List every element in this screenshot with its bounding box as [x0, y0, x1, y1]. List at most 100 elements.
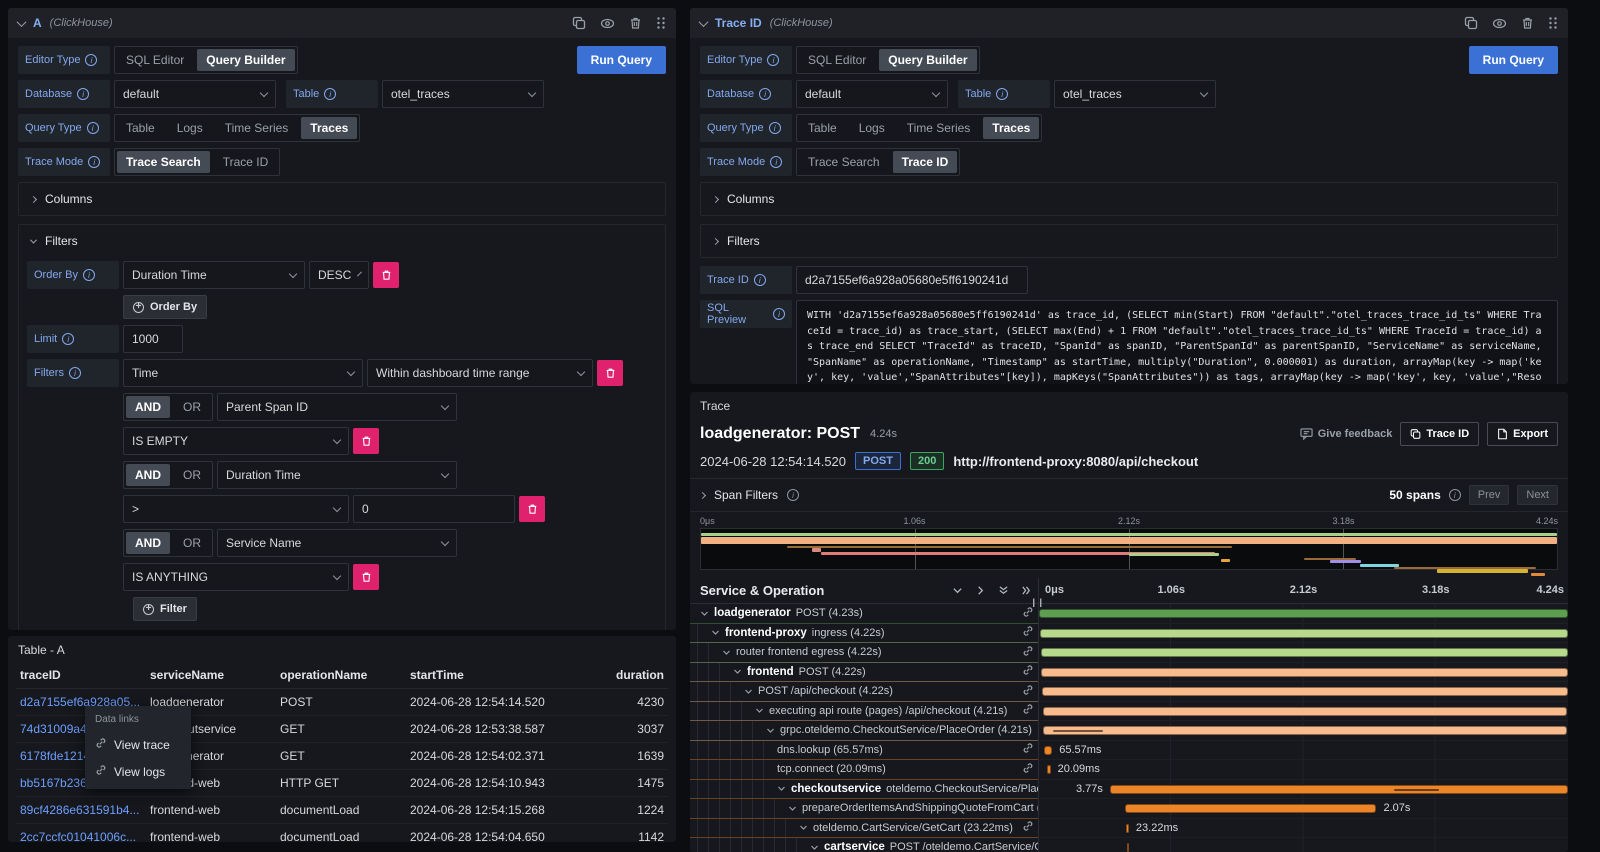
expand-one-icon[interactable] — [975, 585, 986, 596]
span-filters-expand-icon[interactable] — [699, 491, 706, 498]
span-row[interactable]: loadgeneratorPOST (4.23s) — [690, 604, 1568, 624]
span-duration-bar[interactable] — [1047, 765, 1050, 774]
tab-trace-search[interactable]: Trace Search — [117, 151, 210, 173]
view-trace-link[interactable]: View trace — [85, 731, 191, 758]
span-duration-bar[interactable] — [1042, 687, 1568, 696]
trace-id-link[interactable]: 2cc7ccfc01041006c... — [16, 824, 146, 843]
tab-traces[interactable]: Traces — [301, 117, 357, 139]
collapse-all-icon[interactable] — [998, 585, 1009, 596]
span-row[interactable]: frontend-proxyingress (4.22s) — [690, 624, 1568, 644]
span-link-icon[interactable] — [1022, 742, 1038, 757]
filter-field-select[interactable]: Time — [123, 359, 363, 387]
trace-minimap[interactable] — [700, 528, 1558, 570]
span-link-icon[interactable] — [1022, 684, 1038, 699]
col-servicename[interactable]: serviceName — [146, 662, 276, 689]
condition-field-select[interactable]: Parent Span ID — [217, 393, 457, 421]
collapse-query-icon[interactable] — [17, 17, 27, 27]
span-row[interactable]: checkoutserviceoteldemo.CheckoutService/… — [690, 780, 1568, 800]
tab-trace-id[interactable]: Trace ID — [212, 149, 280, 175]
order-by-field-select[interactable]: Duration Time — [123, 261, 305, 289]
prev-button[interactable]: Prev — [1469, 485, 1510, 505]
col-duration[interactable]: duration — [591, 662, 668, 689]
span-link-icon[interactable] — [1022, 820, 1038, 835]
span-duration-bar[interactable] — [1039, 609, 1568, 618]
span-row[interactable]: tcp.connect (20.09ms)20.09ms — [690, 760, 1568, 780]
tab-trace-id[interactable]: Trace ID — [893, 151, 958, 173]
remove-condition-button[interactable] — [353, 564, 379, 590]
tab-sql-editor[interactable]: SQL Editor — [115, 47, 195, 73]
condition-operator-select[interactable]: > — [123, 495, 349, 523]
and-option[interactable]: AND — [126, 532, 170, 554]
database-select[interactable]: default — [796, 80, 948, 108]
delete-query-icon[interactable] — [1521, 16, 1534, 30]
tab-table[interactable]: Table — [115, 115, 166, 141]
span-duration-bar[interactable] — [1126, 824, 1129, 833]
span-link-icon[interactable] — [1022, 762, 1038, 777]
expand-all-icon[interactable] — [1021, 585, 1032, 596]
condition-field-select[interactable]: Duration Time — [217, 461, 457, 489]
limit-input[interactable] — [123, 325, 183, 353]
span-duration-bar[interactable] — [1125, 804, 1377, 813]
run-query-button[interactable]: Run Query — [1469, 46, 1558, 74]
duplicate-query-icon[interactable] — [1464, 16, 1478, 30]
tab-logs[interactable]: Logs — [166, 115, 214, 141]
and-option[interactable]: AND — [126, 464, 170, 486]
span-link-icon[interactable] — [1022, 664, 1038, 679]
span-row[interactable]: cartservicePOST /oteldemo.CartService/Ge… — [690, 838, 1568, 852]
tab-table[interactable]: Table — [797, 115, 848, 141]
table-select[interactable]: otel_traces — [1054, 80, 1216, 108]
span-link-icon[interactable] — [1022, 606, 1038, 621]
col-traceid[interactable]: traceID — [16, 662, 146, 689]
columns-section-header[interactable]: Columns — [19, 183, 665, 215]
span-link-icon[interactable] — [1022, 645, 1038, 660]
span-link-icon[interactable] — [1022, 703, 1038, 718]
span-row[interactable]: oteldemo.CartService/GetCart (23.22ms)23… — [690, 819, 1568, 839]
or-option[interactable]: OR — [172, 462, 212, 488]
span-duration-bar[interactable] — [1127, 843, 1130, 852]
span-row[interactable]: prepareOrderItemsAndShippingQuoteFromCar… — [690, 799, 1568, 819]
columns-section-header[interactable]: Columns — [701, 183, 1557, 215]
query-header-trace-id[interactable]: Trace ID (ClickHouse) — [690, 8, 1568, 38]
or-option[interactable]: OR — [172, 394, 212, 420]
order-by-direction-select[interactable]: DESC — [309, 261, 369, 289]
span-row[interactable]: dns.lookup (65.57ms)65.57ms — [690, 741, 1568, 761]
drag-handle-icon[interactable] — [1548, 16, 1558, 30]
filters-section-header[interactable]: Filters — [19, 225, 665, 257]
tab-sql-editor[interactable]: SQL Editor — [797, 47, 877, 73]
span-duration-bar[interactable] — [1040, 629, 1568, 638]
add-filter-button[interactable]: Filter — [133, 597, 197, 621]
span-duration-bar[interactable] — [1041, 648, 1568, 657]
remove-condition-button[interactable] — [519, 496, 545, 522]
tab-time-series[interactable]: Time Series — [896, 115, 982, 141]
remove-order-by-button[interactable] — [373, 262, 399, 288]
span-duration-bar[interactable] — [1041, 668, 1568, 677]
condition-field-select[interactable]: Service Name — [217, 529, 457, 557]
and-option[interactable]: AND — [126, 396, 170, 418]
span-filters-label[interactable]: Span Filters — [714, 488, 778, 502]
duplicate-query-icon[interactable] — [572, 16, 586, 30]
span-duration-bar[interactable] — [1043, 726, 1567, 735]
col-operationname[interactable]: operationName — [276, 662, 406, 689]
remove-condition-button[interactable] — [353, 428, 379, 454]
add-order-by-button[interactable]: Order By — [123, 295, 207, 319]
span-row[interactable]: POST /api/checkout (4.22s) — [690, 682, 1568, 702]
export-button[interactable]: Export — [1487, 422, 1558, 446]
remove-filter-button[interactable] — [597, 360, 623, 386]
table-select[interactable]: otel_traces — [382, 80, 544, 108]
tab-traces[interactable]: Traces — [983, 117, 1039, 139]
span-row[interactable]: router frontend egress (4.22s) — [690, 643, 1568, 663]
span-row[interactable]: executing api route (pages) /api/checkou… — [690, 702, 1568, 722]
filters-section-header[interactable]: Filters — [701, 225, 1557, 257]
trace-id-input[interactable] — [796, 266, 1028, 294]
query-header-a[interactable]: A (ClickHouse) — [8, 8, 676, 38]
trace-id-link[interactable]: 89cf4286e631591b4... — [16, 797, 146, 824]
span-link-icon[interactable] — [1022, 625, 1038, 640]
or-option[interactable]: OR — [172, 530, 212, 556]
tab-logs[interactable]: Logs — [848, 115, 896, 141]
tab-query-builder[interactable]: Query Builder — [879, 49, 976, 71]
run-query-button[interactable]: Run Query — [577, 46, 666, 74]
tab-trace-search[interactable]: Trace Search — [797, 149, 891, 175]
collapse-one-icon[interactable] — [952, 585, 963, 596]
collapse-query-icon[interactable] — [699, 17, 709, 27]
tab-query-builder[interactable]: Query Builder — [197, 49, 294, 71]
